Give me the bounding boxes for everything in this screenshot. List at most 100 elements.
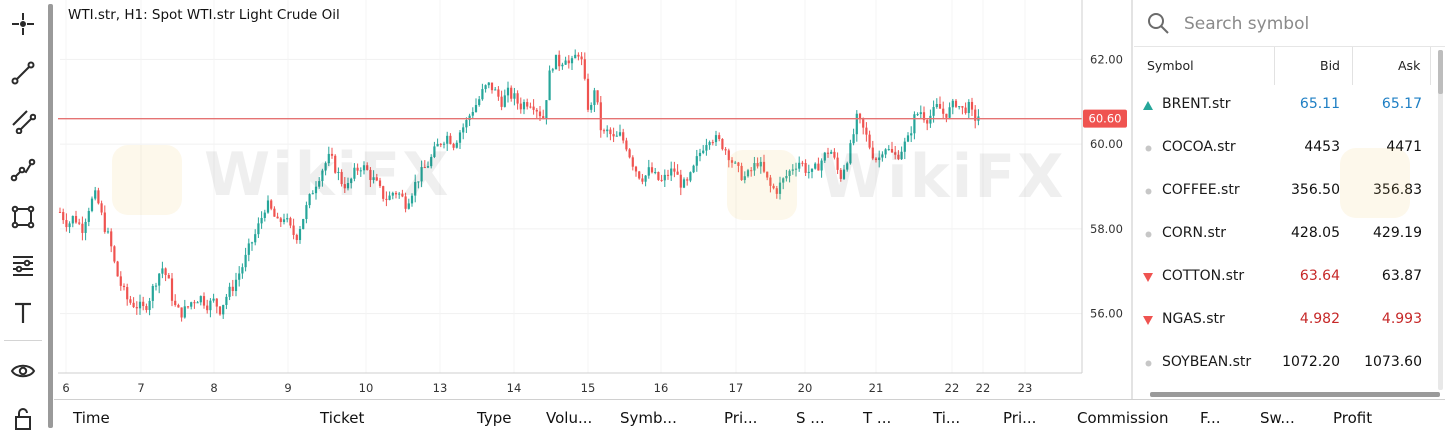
price-chart[interactable]: 62.00 60.00 58.00 56.00 6 7 8 9 10 13 14 15 16 17 20 2… — [54, 0, 1131, 398]
column-commission[interactable]: Commission — [1077, 409, 1169, 427]
candle-body — [782, 178, 785, 183]
candle-body — [708, 142, 711, 146]
column-close-price[interactable]: Pri... — [1003, 409, 1037, 427]
column-symbol[interactable]: Symb... — [620, 409, 677, 427]
column-bid[interactable]: Bid — [1320, 58, 1340, 73]
column-symbol[interactable]: Symbol — [1147, 58, 1194, 73]
candle-body — [394, 192, 398, 195]
candle-body — [193, 302, 196, 304]
candle-body — [145, 306, 148, 310]
candle-body — [724, 149, 727, 151]
fibonacci-icon — [13, 256, 33, 276]
search-input[interactable] — [1182, 9, 1426, 39]
watchlist-row[interactable]: NGAS.str 4.982 4.993 — [1134, 299, 1434, 342]
candle-body — [874, 158, 878, 161]
candle-body — [887, 149, 890, 151]
row-symbol: NGAS.str — [1162, 311, 1225, 327]
candle-body — [161, 268, 164, 274]
text-tool[interactable] — [6, 296, 40, 330]
candle-body — [247, 243, 250, 255]
candle-body — [391, 192, 394, 196]
candle-body — [442, 143, 446, 145]
candle-body — [382, 186, 385, 199]
candle-body — [279, 218, 282, 223]
candle-body — [398, 193, 401, 195]
watchlist-row[interactable]: COCOA.str 4453 4471 — [1134, 127, 1434, 170]
candle-body — [740, 165, 743, 181]
watchlist-scrollbar-track[interactable] — [1438, 50, 1443, 390]
watchlist-row[interactable]: SOYBEAN.str 1072.20 1073.60 — [1134, 342, 1434, 385]
parallel-channel-tool[interactable] — [6, 104, 40, 138]
watchlist-scrollbar-thumb[interactable] — [1438, 50, 1443, 94]
candle-body — [65, 220, 68, 228]
row-symbol: SOYBEAN.str — [1162, 354, 1252, 370]
panel-divider[interactable] — [1131, 0, 1133, 400]
column-fee[interactable]: F... — [1200, 409, 1221, 427]
column-ask[interactable]: Ask — [1398, 58, 1421, 73]
candle-body — [577, 54, 580, 57]
column-separator[interactable] — [1430, 47, 1431, 85]
watchlist-row[interactable]: CORN.str 428.05 429.19 — [1134, 213, 1434, 256]
candle-body — [250, 242, 254, 244]
candle-body — [97, 190, 100, 204]
candle-body — [804, 163, 807, 173]
column-time[interactable]: Time — [73, 409, 110, 427]
candle-body — [129, 299, 132, 303]
fibonacci-tool[interactable] — [6, 248, 40, 282]
candle-body — [545, 100, 548, 119]
candle-body — [190, 302, 193, 307]
candle-body — [894, 152, 897, 155]
candle-body — [222, 304, 225, 315]
candle-body — [606, 129, 609, 132]
polyline-tool[interactable] — [6, 153, 40, 187]
column-profit[interactable]: Profit — [1333, 409, 1373, 427]
row-bid: 356.50 — [1291, 182, 1340, 198]
watchlist-row[interactable]: COTTON.str 63.64 63.87 — [1134, 256, 1434, 299]
column-type[interactable]: Type — [477, 409, 512, 427]
candle-body — [718, 135, 721, 140]
chart-canvas[interactable]: 62.00 60.00 58.00 56.00 6 7 8 9 10 13 14 15 16 17 20 2… — [54, 0, 1131, 398]
column-stop-loss[interactable]: S ... — [796, 409, 825, 427]
column-separator[interactable] — [1274, 47, 1275, 85]
lock-tool[interactable] — [6, 402, 40, 436]
horizontal-scrollbar[interactable] — [1150, 392, 1440, 397]
candle-body — [698, 152, 702, 157]
candle-body — [481, 89, 484, 100]
candle-body — [954, 100, 958, 107]
toolbar-scrollbar[interactable] — [48, 4, 53, 428]
column-ticket[interactable]: Ticket — [320, 409, 365, 427]
column-price[interactable]: Pri... — [724, 409, 758, 427]
column-volume[interactable]: Volu... — [546, 409, 593, 427]
column-swap[interactable]: Sw... — [1260, 409, 1295, 427]
candle-body — [81, 223, 84, 233]
candle-body — [174, 300, 177, 305]
watchlist-row[interactable]: COFFEE.str 356.50 356.83 — [1134, 170, 1434, 213]
row-symbol: COFFEE.str — [1162, 182, 1240, 198]
candle-body — [666, 174, 670, 176]
candle-body — [308, 194, 311, 206]
candle-body — [766, 171, 769, 178]
column-separator[interactable] — [1352, 47, 1353, 85]
candle-body — [353, 167, 356, 179]
candle-body — [618, 132, 622, 136]
candle-body — [340, 171, 343, 185]
trend-marker — [1142, 357, 1154, 369]
candle-body — [257, 223, 260, 235]
candle-body — [833, 151, 836, 158]
column-close-time[interactable]: Ti... — [933, 409, 961, 427]
candle-body — [369, 169, 372, 181]
candle-body — [916, 114, 919, 116]
rectangle-tool[interactable] — [6, 200, 40, 234]
visibility-tool[interactable] — [6, 354, 40, 388]
candle-body — [378, 180, 382, 187]
trade-table-header: Time Ticket Type Volu... Symb... Pri... … — [54, 399, 1445, 429]
candle-body — [756, 163, 759, 167]
candle-body — [311, 193, 314, 195]
trend-line-tool[interactable] — [6, 56, 40, 90]
column-take-profit[interactable]: T ... — [863, 409, 892, 427]
candle-body — [372, 177, 375, 181]
candle-body — [897, 154, 900, 160]
crosshair-tool[interactable] — [6, 7, 40, 41]
watchlist-row[interactable]: BRENT.str 65.11 65.17 — [1134, 84, 1434, 127]
candle-body — [574, 54, 577, 59]
